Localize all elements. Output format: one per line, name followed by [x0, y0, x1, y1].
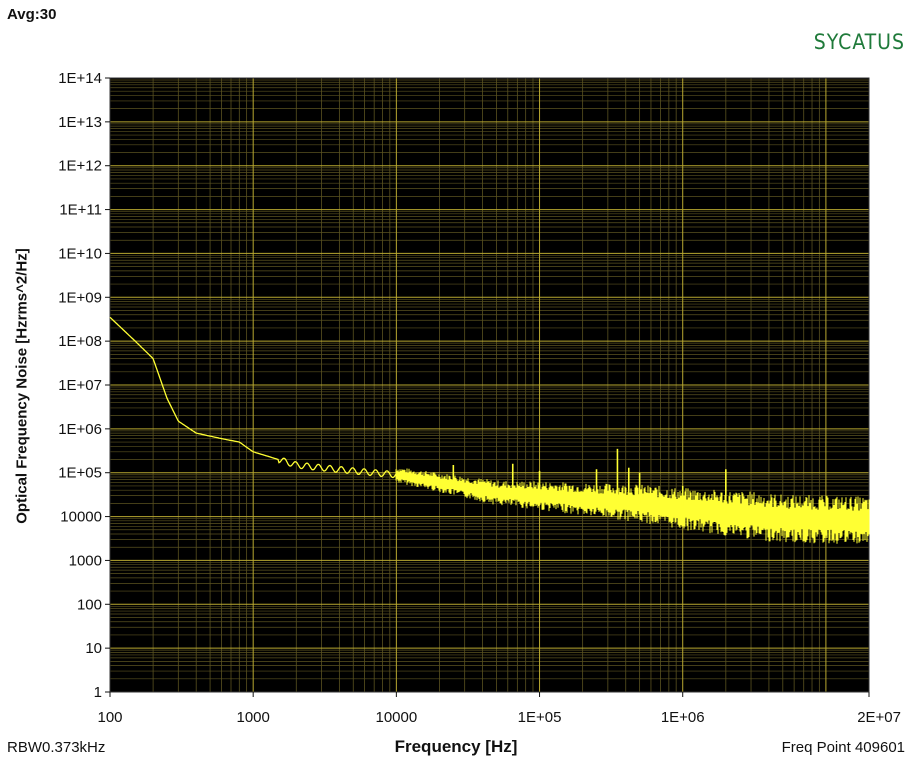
average-count: Avg:30 — [7, 6, 57, 23]
x-tick-label: 100 — [97, 709, 122, 726]
y-tick-label: 1E+09 — [58, 289, 102, 306]
x-tick-label: 1E+06 — [661, 709, 705, 726]
y-tick-label: 1 — [94, 684, 102, 701]
rbw-readout: RBW0.373kHz — [7, 739, 106, 756]
freq-point-readout: Freq Point 409601 — [781, 739, 905, 756]
minor-grid — [110, 78, 870, 692]
y-tick-label: 1000 — [69, 552, 102, 569]
y-tick-label: 1E+10 — [58, 245, 102, 262]
brand-logo-text: SYCATUS — [813, 30, 905, 54]
y-tick-label: 1E+06 — [58, 421, 102, 438]
y-tick-label: 1E+05 — [58, 465, 102, 482]
y-tick-label: 1E+13 — [58, 114, 102, 131]
x-axis-ticks: 100 1000 10000 1E+05 1E+06 2E+07 — [97, 692, 901, 726]
y-tick-label: 1E+12 — [58, 158, 102, 175]
major-grid — [109, 77, 870, 693]
y-tick-label: 1E+07 — [58, 377, 102, 394]
noise-trace — [109, 316, 408, 480]
y-tick-label: 10000 — [60, 509, 102, 526]
x-tick-label: 1E+05 — [518, 709, 562, 726]
noise-band — [395, 468, 870, 544]
x-tick-label: 10000 — [376, 709, 418, 726]
x-tick-label: 2E+07 — [857, 709, 901, 726]
y-tick-label: 1E+08 — [58, 333, 102, 350]
y-tick-label: 1E+11 — [59, 202, 102, 219]
spur-lines — [452, 448, 727, 514]
x-tick-label: 1000 — [236, 709, 269, 726]
x-axis-label: Frequency [Hz] — [394, 737, 518, 756]
y-tick-label: 100 — [77, 596, 102, 613]
y-axis-label: Optical Frequency Noise [Hzrms^2/Hz] — [13, 248, 31, 524]
y-tick-label: 1E+14 — [58, 70, 102, 87]
y-axis-ticks: 1 10 100 1000 10000 1E+05 1E+06 1E+07 1E+08 1E+09… — [58, 70, 110, 701]
y-tick-label: 10 — [85, 640, 102, 657]
